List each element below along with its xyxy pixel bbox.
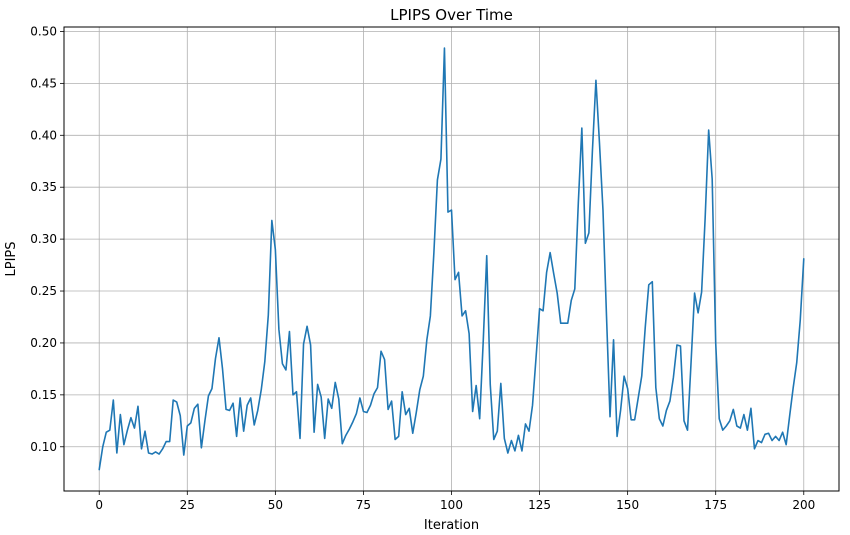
x-tick-label: 150 bbox=[616, 498, 639, 512]
lpips-series-line bbox=[98, 47, 805, 471]
y-tick-label: 0.20 bbox=[30, 336, 57, 350]
grid-lines bbox=[64, 27, 839, 491]
y-tick-label: 0.25 bbox=[30, 284, 57, 298]
y-tick-label: 0.40 bbox=[30, 128, 57, 142]
series-layer bbox=[98, 47, 805, 471]
y-tick-label: 0.15 bbox=[30, 388, 57, 402]
y-tick-label: 0.30 bbox=[30, 232, 57, 246]
chart-title: LPIPS Over Time bbox=[390, 6, 513, 24]
y-axis-label: LPIPS bbox=[4, 241, 19, 276]
y-tick-label: 0.10 bbox=[30, 440, 57, 454]
y-tick-label: 0.50 bbox=[30, 24, 57, 38]
x-tick-label: 100 bbox=[440, 498, 463, 512]
x-tick-label: 0 bbox=[95, 498, 103, 512]
y-tick-label: 0.35 bbox=[30, 180, 57, 194]
x-tick-label: 125 bbox=[528, 498, 551, 512]
x-tick-label: 200 bbox=[792, 498, 815, 512]
x-axis-ticks: 0 25 50 75 100 125 150 175 200 bbox=[95, 491, 815, 512]
x-tick-label: 75 bbox=[356, 498, 371, 512]
x-axis-label: Iteration bbox=[424, 518, 479, 533]
x-tick-label: 25 bbox=[180, 498, 195, 512]
y-tick-label: 0.45 bbox=[30, 76, 57, 90]
y-axis-ticks: 0.10 0.15 0.20 0.25 0.30 0.35 0.40 0.45 0.50 bbox=[30, 24, 64, 454]
x-tick-label: 50 bbox=[268, 498, 283, 512]
x-tick-label: 175 bbox=[704, 498, 727, 512]
